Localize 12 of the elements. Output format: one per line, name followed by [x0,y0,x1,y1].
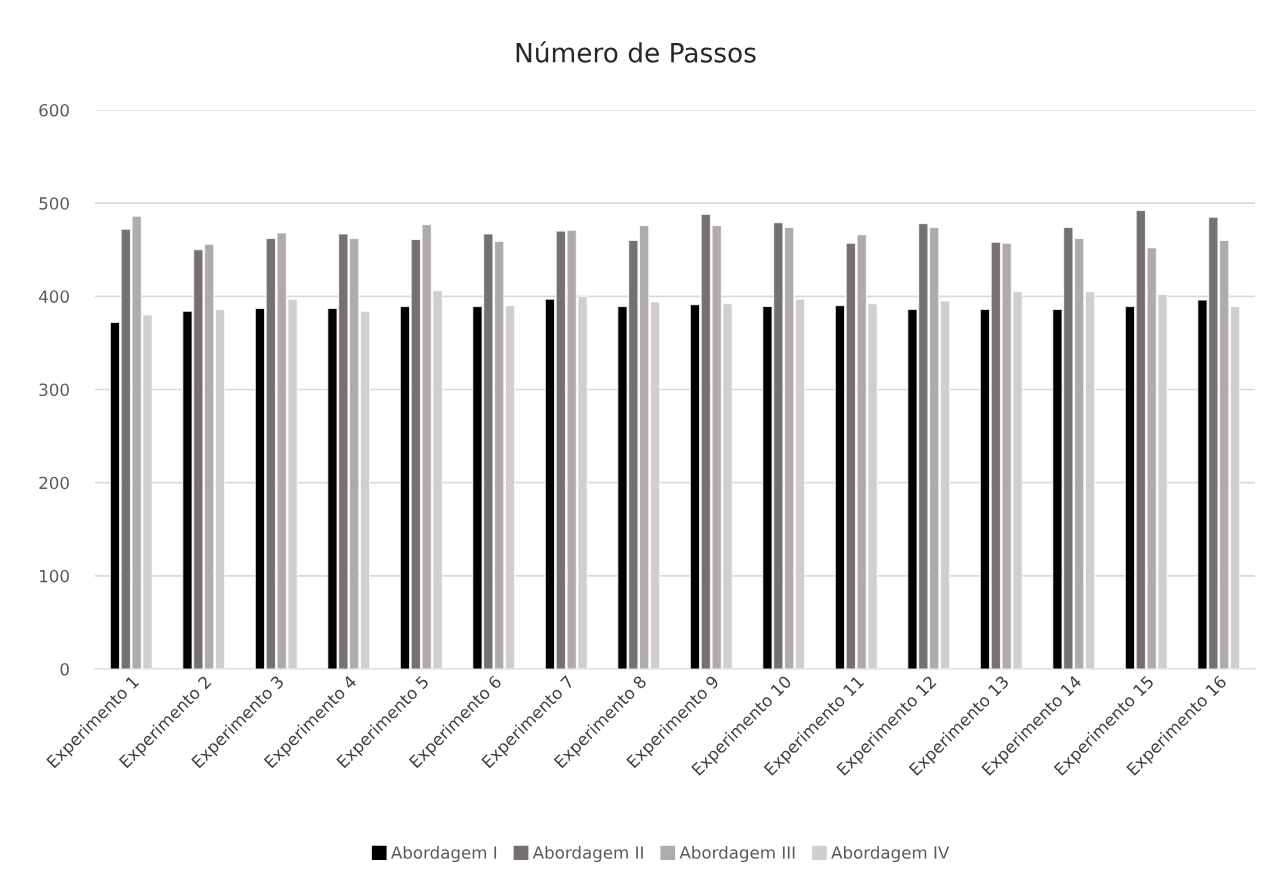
y-tick-label: 200 [39,476,69,490]
y-tick-label: 500 [39,197,69,210]
y-tick-label: 300 [39,383,69,397]
y-tick-label: 600 [39,103,69,117]
y-tick-label: 100 [40,569,69,583]
legend-label: Abordagem I [391,845,497,863]
legend-label: Abordagem III [679,845,795,863]
legend-label: Abordagem IV [831,845,950,863]
y-tick-label: 400 [39,290,69,303]
y-tick-label: 0 [60,662,69,676]
legend-label: Abordagem II [532,845,643,863]
chart-title: Número de Passos [516,41,756,63]
